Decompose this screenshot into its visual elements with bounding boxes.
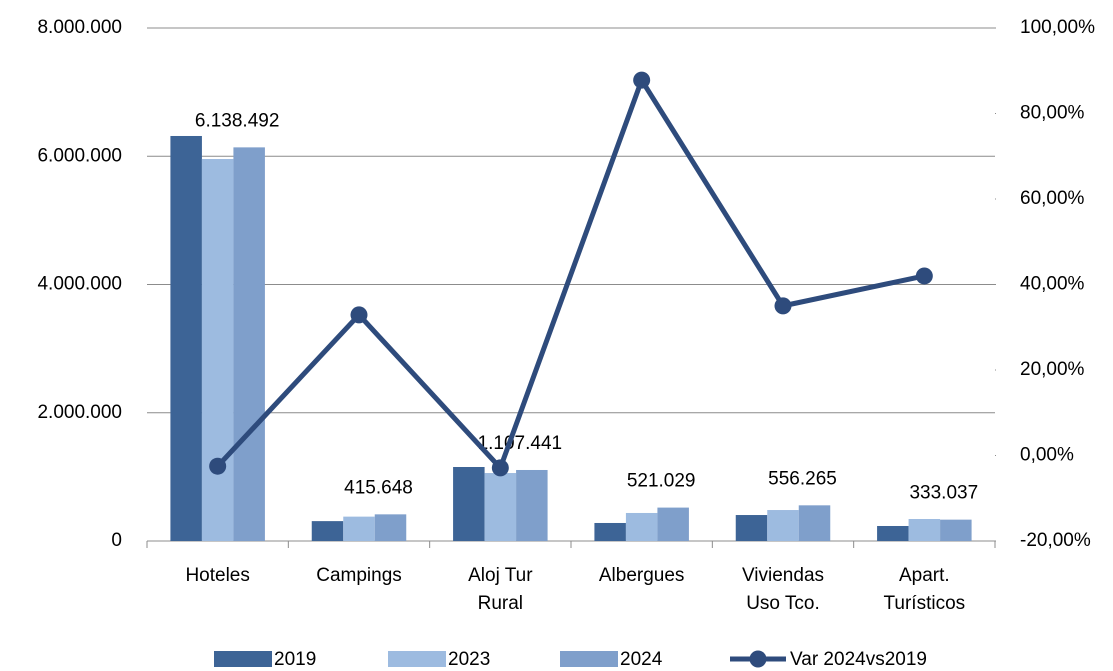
y-tick-label: 4.000.000 xyxy=(37,274,122,295)
bar xyxy=(453,466,485,541)
line-marker xyxy=(633,71,651,89)
legend-swatch xyxy=(214,651,272,667)
bar xyxy=(484,473,517,541)
y-tick-label: 0 xyxy=(111,530,122,551)
legend-label: Var 2024vs2019 xyxy=(790,649,927,670)
bar xyxy=(343,516,375,541)
data-label: 6.138.492 xyxy=(195,110,280,131)
x-tick-label: Viviendas Uso Tco. xyxy=(741,565,825,614)
bar xyxy=(516,469,548,541)
line xyxy=(215,77,925,471)
data-label: 415.648 xyxy=(344,477,413,498)
data-label: 556.265 xyxy=(768,468,837,489)
y2-tick-label: 80,00% xyxy=(1020,103,1085,124)
bar xyxy=(311,521,344,541)
legend-label: 2019 xyxy=(274,649,316,670)
y2-tick-label: 0,00% xyxy=(1020,445,1074,466)
bar xyxy=(767,510,799,541)
y-tick-label: 8.000.000 xyxy=(37,17,122,38)
bar xyxy=(940,519,972,541)
y2-tick-label: 20,00% xyxy=(1020,359,1085,380)
line-marker xyxy=(491,459,509,477)
y2-tick-label: 60,00% xyxy=(1020,188,1085,209)
bar xyxy=(735,515,768,541)
y2-tick-label: -20,00% xyxy=(1020,530,1091,551)
data-label: 521.029 xyxy=(627,471,696,492)
bar xyxy=(908,519,941,541)
legend-swatch xyxy=(388,651,446,667)
legend-swatch xyxy=(749,650,767,668)
y2-tick-label: 40,00% xyxy=(1020,274,1085,295)
y-tick-label: 2.000.000 xyxy=(37,402,122,423)
bar xyxy=(201,159,234,541)
x-tick-label: Campings xyxy=(316,565,402,586)
legend-label: 2023 xyxy=(448,649,490,670)
bar xyxy=(877,525,909,541)
y-tick-label: 6.000.000 xyxy=(37,145,122,166)
x-tick-label: Hoteles xyxy=(185,565,250,586)
line-marker xyxy=(350,306,368,324)
x-tick-label: Albergues xyxy=(598,565,685,586)
y2-tick-label: 100,00% xyxy=(1020,17,1095,38)
x-tick-label: Aloj Tur Rural xyxy=(468,565,533,614)
line-marker xyxy=(915,267,933,285)
bar xyxy=(374,514,407,541)
bar xyxy=(594,522,626,541)
bar xyxy=(170,135,202,541)
data-label: 333.037 xyxy=(909,483,978,504)
x-tick-label: Apart. Turísticos xyxy=(883,565,966,614)
legend-swatch xyxy=(560,651,618,667)
bar xyxy=(625,512,658,541)
legend-label: 2024 xyxy=(620,649,663,670)
bar xyxy=(657,507,689,541)
bar xyxy=(233,147,265,541)
data-label: 1.107.441 xyxy=(478,433,563,454)
bar xyxy=(798,505,831,541)
line-marker xyxy=(774,297,792,315)
line-marker xyxy=(209,457,227,475)
